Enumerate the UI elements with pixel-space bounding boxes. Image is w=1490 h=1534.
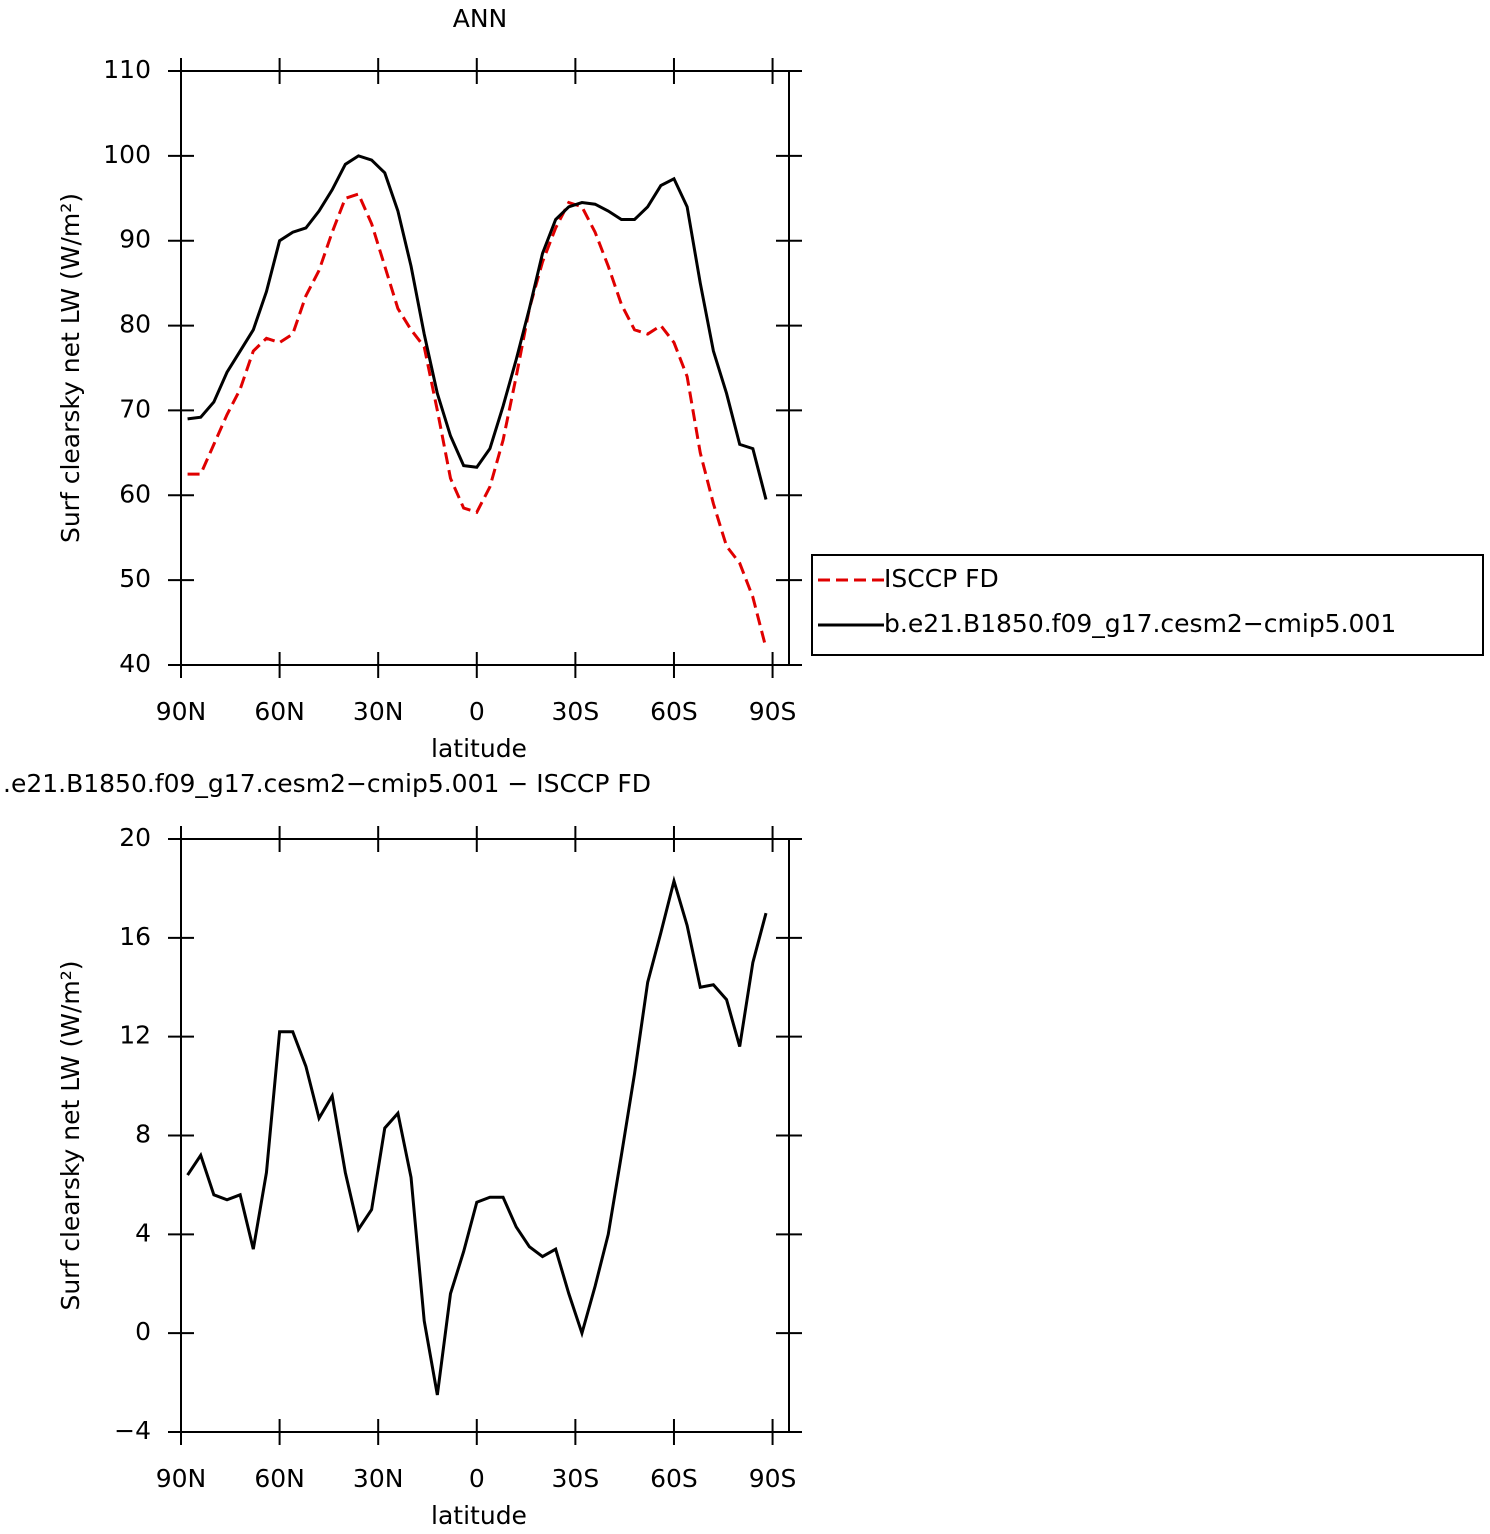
y-tick-label: 16 (119, 922, 151, 951)
x-tick-label: 30N (353, 1464, 404, 1493)
y-tick-label: 12 (119, 1021, 151, 1050)
x-tick-label: 60S (650, 1464, 698, 1493)
x-tick-label: 90N (156, 1464, 207, 1493)
y-tick-label: 8 (135, 1120, 151, 1149)
x-tick-label: 30N (353, 697, 404, 726)
series-line (187, 192, 768, 649)
y-tick-label: 100 (103, 140, 151, 169)
x-tick-label: 90N (156, 697, 207, 726)
y-axis-label: Surf clearsky net LW (W/m²) (56, 960, 85, 1310)
x-axis-label: latitude (431, 734, 527, 763)
legend-box (811, 554, 1484, 656)
x-tick-label: 30S (552, 697, 600, 726)
x-tick-label: 0 (469, 697, 485, 726)
legend-label: ISCCP FD (884, 564, 999, 593)
y-tick-label: 40 (119, 649, 151, 678)
y-tick-label: 110 (103, 55, 151, 84)
y-tick-label: 90 (119, 225, 151, 254)
x-axis-label: latitude (431, 1501, 527, 1530)
y-tick-label: 60 (119, 479, 151, 508)
x-tick-label: 90S (749, 697, 797, 726)
x-tick-label: 90S (749, 1464, 797, 1493)
series-line (187, 154, 768, 500)
legend-label: b.e21.B1850.f09_g17.cesm2−cmip5.001 (884, 609, 1396, 638)
x-tick-label: 60N (254, 697, 305, 726)
y-tick-label: 0 (135, 1317, 151, 1346)
plot-frame (180, 70, 790, 666)
x-tick-label: 60N (254, 1464, 305, 1493)
y-tick-label: −4 (114, 1416, 151, 1445)
y-tick-label: 50 (119, 564, 151, 593)
x-tick-label: 60S (650, 697, 698, 726)
y-tick-label: 4 (135, 1218, 151, 1247)
x-tick-label: 30S (552, 1464, 600, 1493)
y-axis-label: Surf clearsky net LW (W/m²) (56, 193, 85, 543)
x-tick-label: 0 (469, 1464, 485, 1493)
plot-frame (180, 838, 790, 1433)
series-line (186, 875, 768, 1396)
chart-title: ANN (453, 4, 508, 33)
y-tick-label: 80 (119, 310, 151, 339)
chart-title: .e21.B1850.f09_g17.cesm2−cmip5.001 − ISC… (3, 769, 651, 798)
y-tick-label: 20 (119, 823, 151, 852)
y-tick-label: 70 (119, 394, 151, 423)
